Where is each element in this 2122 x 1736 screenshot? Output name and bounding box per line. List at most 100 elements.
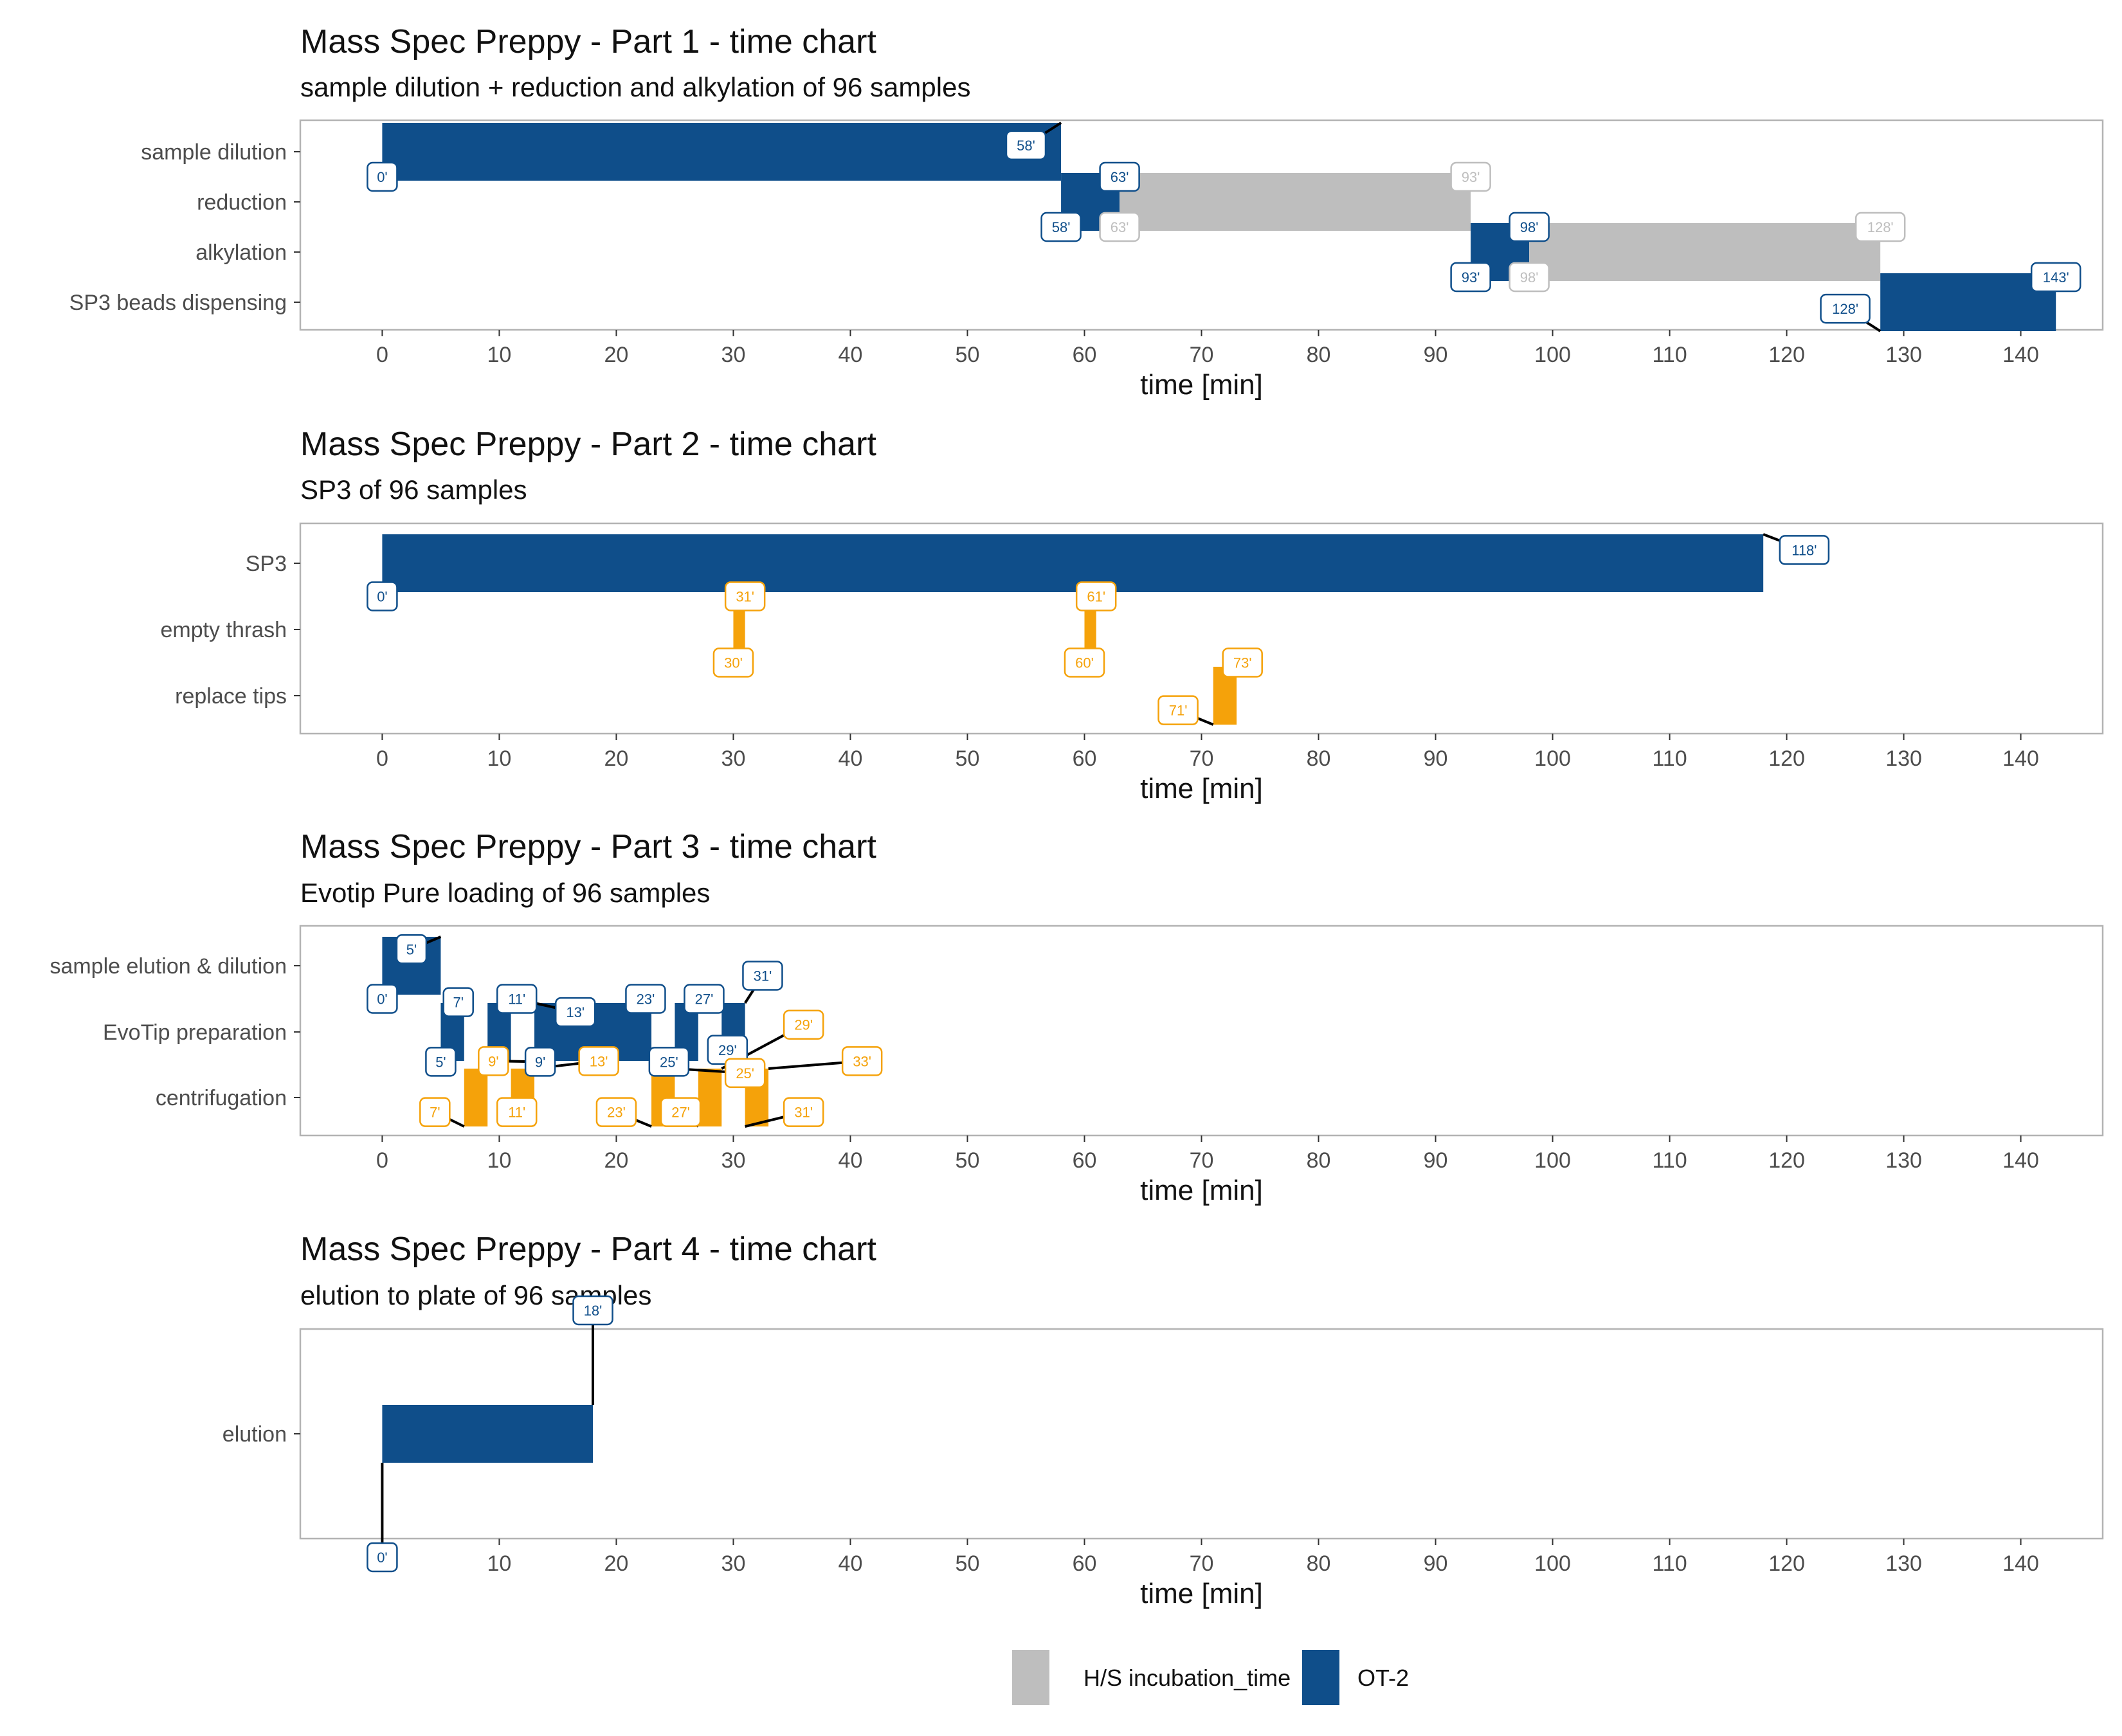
label-box: [1040, 212, 1082, 242]
gantt-bar: [382, 534, 1764, 592]
x-tick-label: 30: [721, 746, 746, 771]
x-tick-label: 110: [1652, 1148, 1687, 1173]
x-tick-label: 140: [2002, 1551, 2039, 1576]
label-box: [367, 1542, 398, 1573]
data-label: 7': [430, 1105, 440, 1121]
x-tick-label: 120: [1768, 1148, 1805, 1173]
label-box: [595, 1097, 637, 1127]
gantt-bar: [733, 601, 745, 658]
data-label: 0': [377, 991, 387, 1008]
gantt-bar: [1120, 173, 1471, 231]
legend-label: H/S incubation_time: [1084, 1665, 1291, 1691]
y-tick-label: SP3: [246, 552, 287, 576]
gantt-bar: [382, 123, 1062, 181]
data-label: 61': [1087, 589, 1105, 605]
label-box: [684, 984, 725, 1014]
data-label: 58': [1052, 219, 1071, 235]
x-tick-label: 60: [1073, 746, 1097, 771]
label-box: [1099, 161, 1140, 192]
label-box: [1820, 293, 1871, 324]
x-tick-label: 140: [2002, 746, 2039, 771]
data-label: 25': [660, 1054, 678, 1070]
data-label: 7': [453, 995, 463, 1011]
data-label: 9': [488, 1053, 498, 1069]
data-label: 25': [736, 1065, 754, 1081]
x-axis-title: time [min]: [1140, 369, 1263, 401]
chart-panel-4: Mass Spec Preppy - Part 4 - time chart el…: [222, 1231, 2104, 1609]
x-tick-label: 130: [1885, 1148, 1922, 1173]
data-label: 71': [1169, 703, 1188, 719]
x-tick-label: 70: [1190, 1148, 1214, 1173]
data-label: 58': [1017, 138, 1035, 154]
label-box: [425, 1047, 457, 1077]
x-tick-label: 50: [956, 746, 980, 771]
x-tick-label: 100: [1534, 746, 1571, 771]
x-tick-label: 100: [1534, 343, 1571, 367]
data-label: 118': [1791, 542, 1817, 558]
y-tick-label: empty thrash: [160, 618, 287, 642]
legend-label: OT-2: [1357, 1665, 1409, 1691]
x-axis-title: time [min]: [1140, 773, 1263, 804]
x-tick-label: 40: [839, 1551, 863, 1576]
x-tick-label: 70: [1190, 1551, 1214, 1576]
data-label: 27': [671, 1105, 690, 1121]
label-box: [625, 984, 666, 1014]
label-box: [1075, 581, 1117, 611]
x-tick-label: 40: [839, 343, 863, 367]
x-tick-label: 90: [1424, 1551, 1448, 1576]
x-tick-label: 10: [487, 1148, 512, 1173]
x-tick-label: 140: [2002, 343, 2039, 367]
label-box: [1854, 212, 1906, 242]
label-box: [367, 161, 398, 192]
chart-panel-1: Mass Spec Preppy - Part 1 - time chart sa…: [69, 23, 2104, 401]
x-tick-label: 50: [956, 1551, 980, 1576]
data-label: 128': [1867, 219, 1894, 235]
x-tick-label: 60: [1073, 343, 1097, 367]
label-box: [554, 997, 596, 1027]
data-label: 128': [1832, 301, 1858, 317]
x-axis-title: time [min]: [1140, 1175, 1263, 1206]
data-label: 0': [377, 169, 387, 185]
x-tick-label: 140: [2002, 1148, 2039, 1173]
label-box: [1450, 161, 1491, 192]
data-label: 31': [736, 589, 754, 605]
x-tick-label: 10: [487, 746, 512, 771]
x-tick-label: 80: [1307, 1148, 1331, 1173]
label-box: [578, 1046, 619, 1076]
gantt-bar: [464, 1069, 488, 1126]
gantt-bar: [1880, 273, 2056, 331]
x-tick-label: 120: [1768, 1551, 1805, 1576]
x-tick-label: 0: [376, 746, 388, 771]
x-tick-label: 80: [1307, 1551, 1331, 1576]
x-tick-label: 90: [1424, 343, 1448, 367]
x-tick-label: 130: [1885, 746, 1922, 771]
label-box: [783, 1009, 824, 1040]
x-tick-label: 130: [1885, 1551, 1922, 1576]
label-box: [724, 581, 766, 611]
x-tick-label: 80: [1307, 343, 1331, 367]
gantt-bar: [1529, 223, 1881, 281]
x-axis-title: time [min]: [1140, 1578, 1263, 1609]
label-box: [660, 1097, 702, 1127]
label-box: [712, 647, 754, 678]
data-label: 13': [590, 1053, 608, 1069]
data-label: 0': [377, 589, 387, 605]
data-label: 98': [1520, 219, 1539, 235]
data-label: 31': [794, 1105, 813, 1121]
data-label: 23': [637, 991, 655, 1008]
x-tick-label: 60: [1073, 1148, 1097, 1173]
label-box: [1779, 535, 1830, 565]
x-tick-label: 20: [604, 1148, 629, 1173]
x-tick-label: 50: [956, 343, 980, 367]
data-label: 11': [508, 1105, 525, 1121]
gantt-bar: [1084, 601, 1096, 658]
data-label: 31': [754, 968, 772, 984]
legend-key: [1012, 1650, 1049, 1705]
chart-title: Mass Spec Preppy - Part 3 - time chart: [300, 828, 876, 865]
label-box: [724, 1058, 766, 1089]
y-tick-label: EvoTip preparation: [103, 1020, 287, 1045]
data-label: 11': [508, 991, 525, 1008]
x-tick-label: 30: [721, 343, 746, 367]
label-box: [1157, 695, 1199, 725]
